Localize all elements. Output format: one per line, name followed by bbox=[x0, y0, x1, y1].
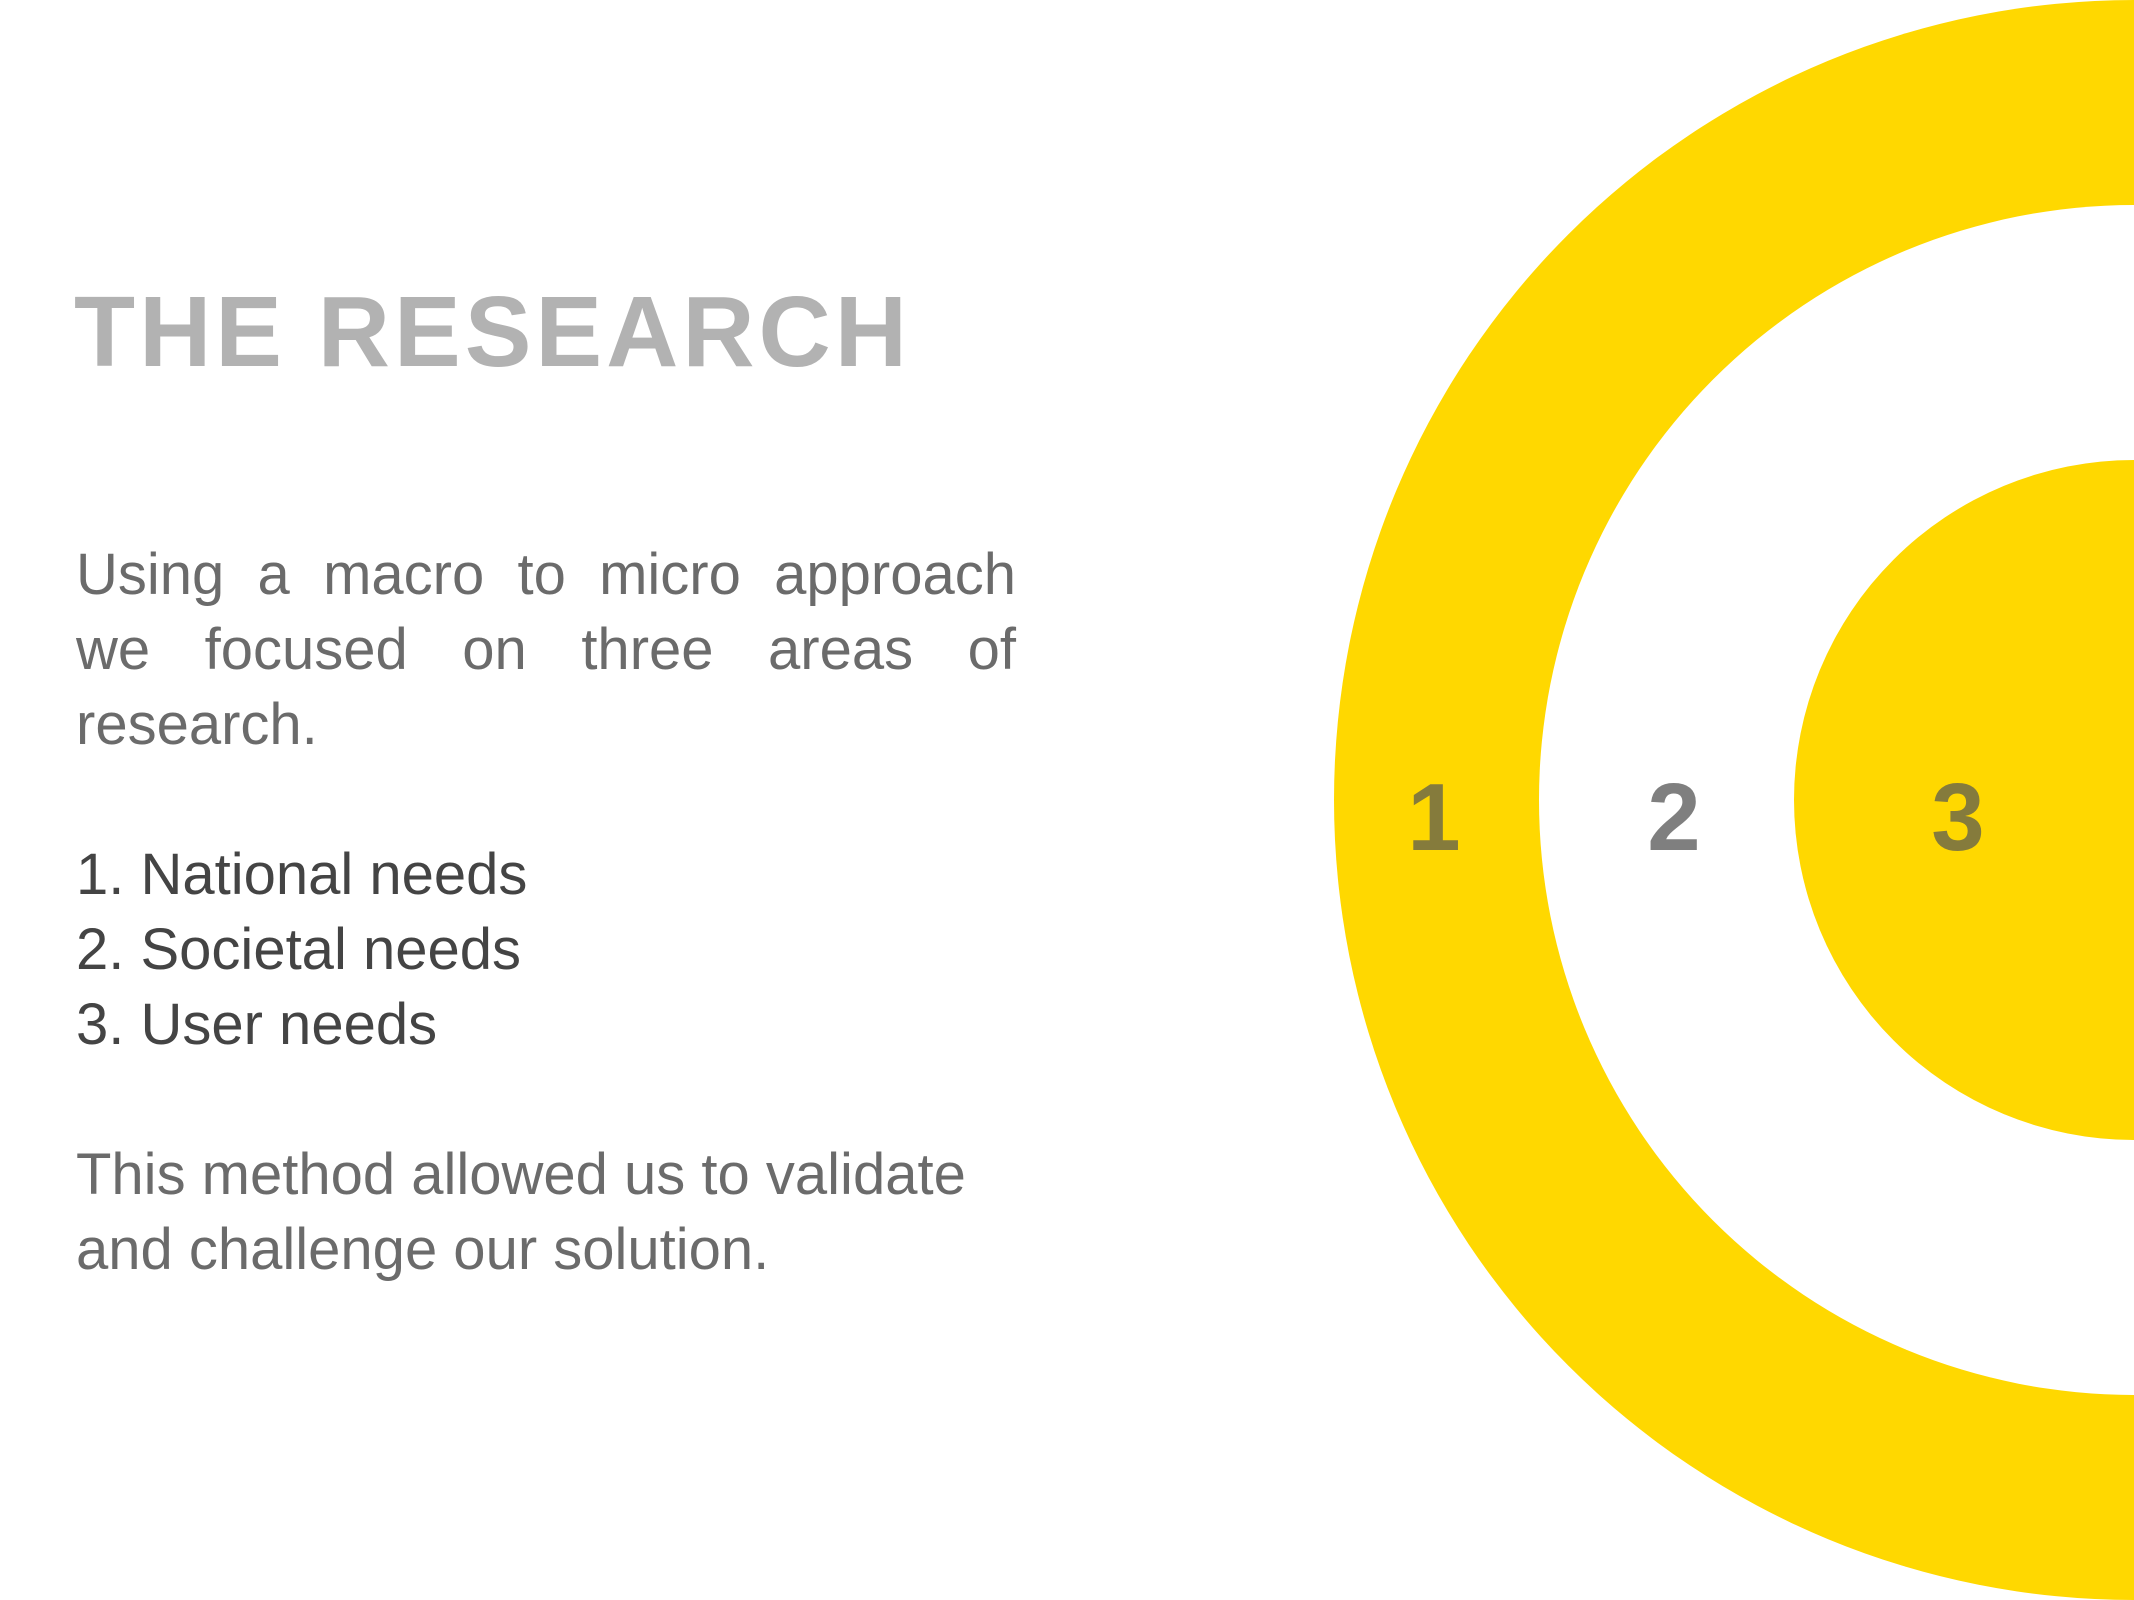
ring-label-2: 2 bbox=[1647, 764, 1700, 871]
inner-circle bbox=[1794, 460, 2134, 1140]
ring-label-1: 1 bbox=[1407, 764, 1460, 871]
research-area-societal: 2. Societal needs bbox=[76, 917, 521, 982]
outro-paragraph: This method allowed us to validate and c… bbox=[76, 1142, 966, 1282]
research-areas-list: 1. National needs 2. Societal needs 3. U… bbox=[76, 837, 527, 1062]
slide-title: THE RESEARCH bbox=[74, 276, 911, 388]
research-area-user: 3. User needs bbox=[76, 992, 438, 1057]
research-area-national: 1. National needs bbox=[76, 842, 528, 907]
intro-paragraph: Using a macro to micro approach we focus… bbox=[76, 542, 1016, 757]
ring-label-3: 3 bbox=[1931, 764, 1984, 871]
